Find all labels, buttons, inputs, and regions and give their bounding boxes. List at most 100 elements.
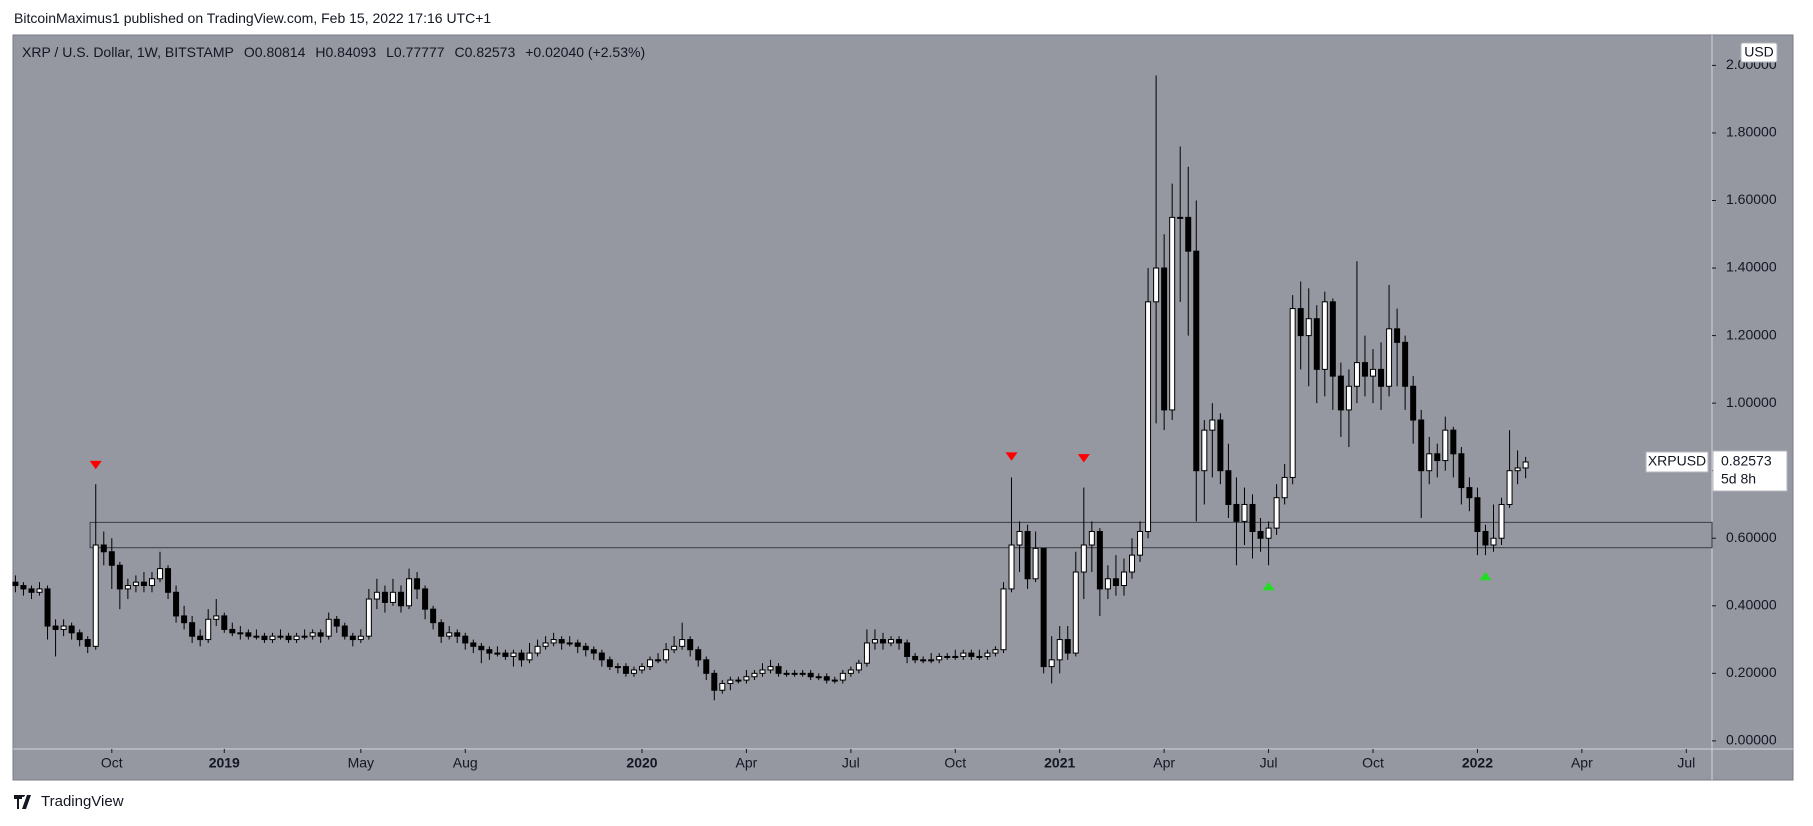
candle-body [269, 635, 276, 641]
candle-body [181, 615, 188, 624]
candle-body [582, 645, 589, 651]
y-tick-label: 1.80000 [1726, 124, 1777, 140]
candle-body [1145, 301, 1152, 532]
candle-body [1402, 341, 1409, 387]
candle-body [711, 672, 718, 691]
frame [12, 34, 1794, 781]
candle-body [1169, 216, 1176, 411]
candle-body [430, 608, 437, 624]
candle-body [1337, 375, 1344, 411]
candle-body [317, 632, 324, 637]
candle-body [1514, 467, 1521, 472]
candle-body [630, 669, 637, 674]
candle-body [510, 652, 517, 657]
x-tick-label: Oct [1362, 755, 1384, 771]
y-tick-label: 0.40000 [1726, 596, 1777, 612]
candle-body [912, 655, 919, 661]
candle-body [775, 666, 782, 674]
x-tick-label: Apr [1571, 755, 1593, 771]
candle-body [679, 639, 686, 647]
x-tick-label: Apr [1153, 755, 1175, 771]
price-axis-area [1712, 35, 1793, 780]
ohlc-value: 0.84093 [325, 44, 377, 60]
candle-body [1434, 453, 1441, 462]
x-tick-label: Jul [1260, 755, 1278, 771]
candle-body [1072, 571, 1079, 654]
candle-body [245, 632, 252, 637]
candle-body [398, 591, 404, 607]
candle-body [847, 669, 854, 674]
ohlc-key: C [454, 44, 465, 60]
candle-body [454, 632, 461, 637]
candle-body [1490, 537, 1497, 546]
candle-body [719, 682, 726, 691]
candle-body [381, 591, 388, 603]
x-tick-label: May [348, 755, 374, 771]
candle-body [855, 662, 862, 671]
candle-body [1129, 554, 1136, 573]
candle-body [590, 649, 597, 654]
candle-body [20, 585, 27, 590]
candle-body [108, 551, 115, 566]
candle-body [574, 642, 581, 647]
symbol-title: XRP / U.S. Dollar, 1W, BITSTAMP [22, 44, 234, 60]
candle-body [743, 676, 750, 681]
candle-body [28, 588, 35, 593]
candle-body [566, 642, 573, 645]
candle-body [1161, 267, 1168, 411]
candle-body [695, 649, 702, 661]
candle-body [36, 588, 43, 593]
y-tick-label: 1.60000 [1726, 191, 1777, 207]
candle-body [751, 672, 758, 678]
candle-body [1482, 530, 1489, 546]
candle-body [44, 588, 51, 627]
y-tick-label: 1.20000 [1726, 326, 1777, 342]
candle-body [1064, 639, 1071, 654]
candle-body [373, 591, 380, 600]
candle-body [534, 645, 541, 654]
candle-body [1450, 429, 1457, 455]
candle-body [904, 642, 911, 657]
candle-body [783, 672, 790, 675]
candle-body [197, 635, 204, 641]
candle-body [1249, 503, 1256, 532]
candle-body [422, 588, 429, 610]
candle-body [341, 625, 348, 637]
price-label: 0.82573 [1721, 453, 1772, 469]
candle-body [759, 669, 766, 674]
candle-body [157, 568, 163, 580]
candle-body [470, 642, 477, 647]
candle-body [301, 635, 308, 638]
currency-label: USD [1744, 44, 1774, 60]
candle-body [189, 622, 196, 637]
x-tick-label: Oct [101, 755, 123, 771]
ohlc-key: H [315, 44, 326, 60]
candle-body [478, 645, 485, 651]
candle-body [365, 598, 372, 637]
candle-body [992, 649, 999, 654]
signal-marker [1005, 452, 1018, 461]
candle-body [1394, 328, 1401, 343]
candle-body [1024, 530, 1031, 580]
ohlc-value: 0.82573 [464, 44, 516, 60]
candle-body [518, 652, 525, 661]
candle-body [1112, 578, 1119, 587]
candle-body [815, 676, 822, 679]
x-tick-label: Apr [736, 755, 758, 771]
x-tick-label: 2019 [209, 755, 240, 771]
candle-body [879, 639, 886, 644]
candle-body [237, 632, 244, 635]
candle-body [68, 625, 75, 634]
candle-body [655, 659, 662, 662]
plot-area [13, 35, 1712, 749]
candle-body [663, 649, 670, 661]
candle-body [598, 652, 605, 661]
candle-body [944, 655, 951, 658]
support-zone [89, 521, 1713, 549]
candle-body [1241, 503, 1248, 522]
candle-body [1040, 547, 1047, 668]
ohlc-key: O [243, 44, 255, 60]
candle-body [896, 639, 903, 644]
signal-marker [1479, 571, 1492, 581]
price-badge [1712, 450, 1788, 492]
